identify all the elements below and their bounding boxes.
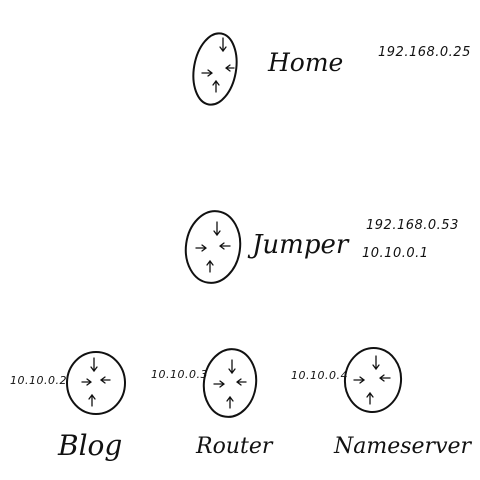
node-label-blog: Blog (58, 429, 123, 462)
node-blog (64, 350, 128, 422)
node-label-jumper: Jumper (252, 230, 349, 260)
node-address-nameserver: 10.10.0.4 (291, 369, 348, 382)
node-home (190, 30, 240, 112)
node-label-router: Router (196, 434, 273, 459)
node-router (200, 346, 260, 424)
router-icon (192, 32, 238, 106)
node-jumper (184, 208, 242, 290)
node-address-router: 10.10.0.3 (151, 368, 208, 381)
node-label-nameserver: Nameserver (334, 434, 472, 459)
router-icon (184, 210, 242, 284)
router-icon (66, 351, 126, 415)
node-address-blog: 10.10.0.2 (10, 374, 67, 387)
router-icon (343, 347, 403, 413)
node-address-home: 192.168.0.25 (378, 45, 471, 60)
node-nameserver (342, 344, 404, 420)
node-label-home: Home (268, 48, 344, 77)
router-icon (202, 348, 258, 418)
node-address-jumper-2: 10.10.0.1 (362, 246, 429, 261)
node-address-jumper-1: 192.168.0.53 (366, 218, 459, 233)
